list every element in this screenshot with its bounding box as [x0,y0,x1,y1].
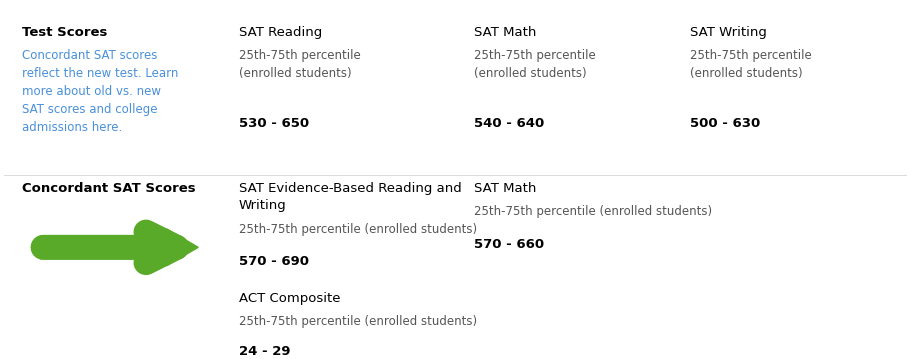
Text: 500 - 630: 500 - 630 [691,117,761,130]
Text: 25th-75th percentile
(enrolled students): 25th-75th percentile (enrolled students) [691,48,812,80]
Text: 540 - 640: 540 - 640 [474,117,544,130]
Text: SAT Math: SAT Math [474,182,536,195]
Text: 25th-75th percentile (enrolled students): 25th-75th percentile (enrolled students) [239,314,477,328]
Text: SAT Writing: SAT Writing [691,25,767,38]
Text: Test Scores: Test Scores [22,25,107,38]
Text: SAT Math: SAT Math [474,25,536,38]
Text: ACT Composite: ACT Composite [239,292,341,305]
Text: Concordant SAT Scores: Concordant SAT Scores [22,182,196,195]
Text: 570 - 690: 570 - 690 [239,255,309,268]
Text: Concordant SAT scores
reflect the new test. Learn
more about old vs. new
SAT sco: Concordant SAT scores reflect the new te… [22,48,179,134]
FancyArrow shape [40,229,199,266]
Text: SAT Reading: SAT Reading [239,25,322,38]
Text: 25th-75th percentile
(enrolled students): 25th-75th percentile (enrolled students) [239,48,361,80]
Text: SAT Evidence-Based Reading and
Writing: SAT Evidence-Based Reading and Writing [239,182,462,211]
Text: 570 - 660: 570 - 660 [474,238,544,251]
Text: 25th-75th percentile (enrolled students): 25th-75th percentile (enrolled students) [239,223,477,236]
Text: 24 - 29: 24 - 29 [239,345,291,358]
Text: 25th-75th percentile (enrolled students): 25th-75th percentile (enrolled students) [474,205,711,218]
Text: 25th-75th percentile
(enrolled students): 25th-75th percentile (enrolled students) [474,48,595,80]
Text: 530 - 650: 530 - 650 [239,117,309,130]
